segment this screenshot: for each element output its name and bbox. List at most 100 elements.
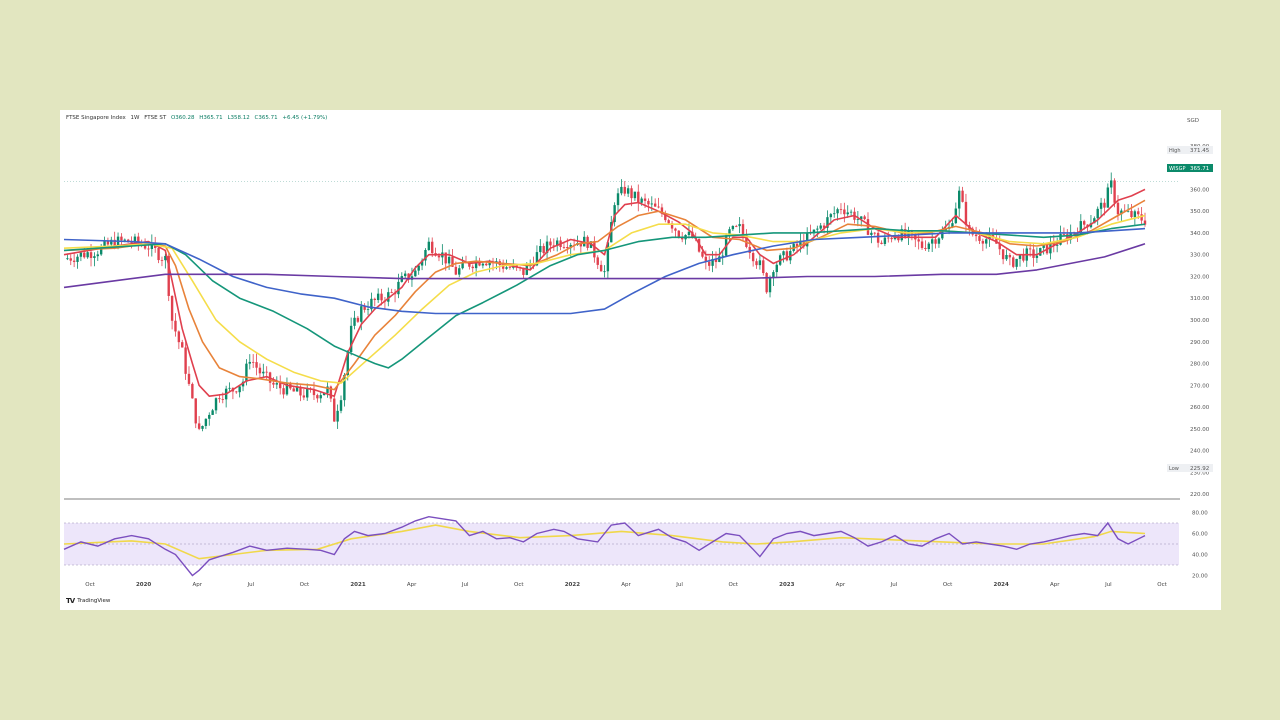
candle-body [363, 306, 366, 310]
candle-body [72, 260, 76, 262]
candle-body [167, 255, 170, 296]
candle-body [751, 252, 755, 262]
candle-body [397, 281, 400, 295]
candle-body [860, 216, 863, 220]
x-axis-label: Oct [1157, 582, 1167, 588]
candle-body [275, 383, 279, 385]
candle-body [110, 239, 113, 245]
candle-body [235, 391, 238, 393]
candle-body [282, 388, 285, 395]
candle-body [866, 219, 870, 235]
candle-body [1130, 210, 1133, 218]
candle-body [836, 209, 839, 214]
candle-body [147, 248, 150, 250]
logo-text: TradingView [77, 598, 111, 604]
tv-logo-icon: TV [66, 597, 75, 605]
candle-body [420, 260, 424, 266]
ma-line-green [63, 223, 1146, 369]
candle-body [1032, 249, 1035, 258]
candle-body [137, 236, 140, 244]
candle-body [336, 410, 339, 422]
candle-body [768, 277, 772, 293]
candle-body [1126, 210, 1130, 212]
last-price-tag-label: WISGP [1169, 166, 1185, 172]
candle-body [974, 234, 978, 237]
candle-body [539, 246, 542, 253]
x-axis-label: Apr [1050, 582, 1060, 588]
candle-body [927, 243, 930, 250]
tradingview-logo[interactable]: TV TradingView [66, 597, 110, 605]
symbol-header: FTSE Singapore Index 1W FTSE ST O360.28 … [66, 115, 330, 121]
candle-body [322, 392, 326, 396]
candle-body [251, 361, 255, 363]
candle-body [1110, 180, 1113, 188]
candle-body [130, 242, 133, 244]
candle-body [870, 232, 873, 235]
candle-body [805, 232, 809, 247]
candle-body [670, 223, 674, 229]
candle-body [1042, 244, 1045, 248]
candle-body [1143, 220, 1147, 225]
candle-body [650, 203, 653, 205]
candle-body [1018, 254, 1022, 259]
candle-body [248, 361, 251, 364]
candle-body [265, 371, 268, 373]
candle-body [579, 243, 583, 247]
candle-body [228, 387, 231, 389]
candle-body [437, 255, 441, 258]
candle-body [164, 255, 167, 261]
candle-body [285, 383, 289, 395]
candle-body [664, 213, 667, 221]
candle-body [883, 237, 887, 244]
candle-body [961, 190, 964, 202]
candle-body [535, 252, 539, 266]
price-tick-label: 290.00 [1190, 340, 1210, 346]
candle-body [566, 246, 569, 249]
rsi-tick-label: 80.00 [1192, 511, 1208, 517]
candle-body [907, 230, 910, 237]
candle-body [218, 398, 221, 400]
candle-body [343, 374, 346, 401]
high-tag-bg [1167, 146, 1213, 154]
candle-body [89, 252, 93, 258]
candle-body [478, 260, 481, 266]
candle-body [356, 317, 360, 322]
candle-body [924, 247, 927, 250]
candle-body [1039, 247, 1042, 256]
price-tick-label: 270.00 [1190, 383, 1210, 389]
candle-body [370, 298, 373, 310]
symbol-name[interactable]: FTSE Singapore Index [66, 115, 126, 121]
candle-body [106, 240, 110, 245]
candle-body [1001, 249, 1005, 260]
candle-body [194, 398, 197, 424]
interval[interactable]: 1W [130, 115, 140, 121]
candle-body [552, 245, 556, 247]
candle-body [211, 410, 214, 415]
candle-body [1082, 221, 1086, 225]
candle-body [876, 232, 880, 243]
candle-body [431, 241, 434, 254]
x-axis-label: Apr [192, 582, 202, 588]
x-axis-label: 2020 [136, 582, 151, 588]
x-axis-label: Jul [890, 582, 898, 588]
x-axis-label: Jul [246, 582, 254, 588]
candle-body [376, 293, 380, 301]
candle-body [785, 251, 789, 261]
currency-label[interactable]: SGD [1187, 118, 1199, 124]
candle-body [971, 228, 974, 235]
candle-body [522, 267, 525, 275]
candle-body [843, 209, 846, 215]
candle-body [958, 190, 961, 209]
candle-body [454, 266, 458, 275]
price-tick-label: 320.00 [1190, 274, 1210, 280]
candle-body [704, 256, 708, 262]
x-axis-label: Oct [943, 582, 953, 588]
candle-body [444, 252, 447, 264]
candle-body [738, 224, 741, 227]
candle-body [603, 271, 606, 273]
price-chart-svg[interactable]: 380.00370.00360.00350.00340.00330.00320.… [60, 110, 1221, 610]
candle-body [1120, 210, 1123, 215]
candle-body [326, 386, 329, 393]
axes: 380.00370.00360.00350.00340.00330.00320.… [85, 144, 1210, 588]
candle-body [890, 237, 893, 240]
